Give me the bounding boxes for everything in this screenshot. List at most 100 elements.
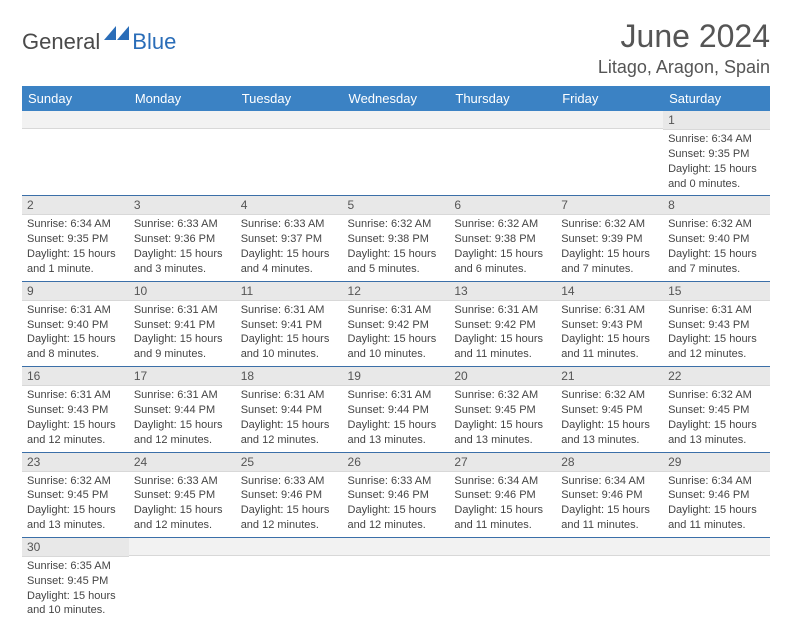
- day-number-empty: [236, 111, 343, 129]
- weekday-header: Saturday: [663, 86, 770, 111]
- calendar-day-cell: 16Sunrise: 6:31 AMSunset: 9:43 PMDayligh…: [22, 367, 129, 452]
- sunrise-line: Sunrise: 6:34 AM: [668, 132, 765, 147]
- day-number: 19: [343, 367, 450, 386]
- sunrise-line: Sunrise: 6:31 AM: [241, 303, 338, 318]
- calendar-day-cell: 4Sunrise: 6:33 AMSunset: 9:37 PMDaylight…: [236, 196, 343, 281]
- daylight-line: Daylight: 15 hours and 3 minutes.: [134, 247, 231, 277]
- calendar-day-cell: 22Sunrise: 6:32 AMSunset: 9:45 PMDayligh…: [663, 367, 770, 452]
- daylight-line: Daylight: 15 hours and 0 minutes.: [668, 162, 765, 192]
- day-number-empty: [343, 538, 450, 556]
- header: General Blue June 2024 Litago, Aragon, S…: [22, 18, 770, 78]
- daylight-line: Daylight: 15 hours and 13 minutes.: [561, 418, 658, 448]
- day-number: 16: [22, 367, 129, 386]
- calendar-day-cell: 23 Sunrise: 6:32 AMSunset: 9:45 PMDayligh…: [22, 452, 129, 537]
- day-details: Sunrise: 6:32 AMSunset: 9:45 PMDaylight:…: [449, 386, 556, 451]
- calendar-week-row: 23Sunrise: 6:32 AMSunset: 9:45 PMDayligh…: [22, 452, 770, 537]
- daylight-line: Daylight: 15 hours and 13 minutes.: [348, 418, 445, 448]
- calendar-day-cell: 13Sunrise: 6:31 AMSunset: 9:42 PMDayligh…: [449, 281, 556, 366]
- day-number: 12: [343, 282, 450, 301]
- sunrise-line: Sunrise: 6:34 AM: [27, 217, 124, 232]
- calendar-day-cell: 27Sunrise: 6:34 AMSunset: 9:46 PMDayligh…: [449, 452, 556, 537]
- weekday-header: Tuesday: [236, 86, 343, 111]
- sunrise-line: Sunrise: 6:32 AM: [27, 474, 124, 489]
- day-number: 26: [343, 453, 450, 472]
- sunset-line: Sunset: 9:46 PM: [454, 488, 551, 503]
- daylight-line: Daylight: 15 hours and 13 minutes.: [27, 503, 124, 533]
- daylight-line: Daylight: 15 hours and 9 minutes.: [134, 332, 231, 362]
- page-title: June 2024: [598, 18, 770, 55]
- day-number: 10: [129, 282, 236, 301]
- daylight-line: Daylight: 15 hours and 12 minutes.: [668, 332, 765, 362]
- calendar-day-cell: 10Sunrise: 6:31 AMSunset: 9:41 PMDayligh…: [129, 281, 236, 366]
- calendar-day-cell: [22, 111, 129, 196]
- daylight-line: Daylight: 15 hours and 5 minutes.: [348, 247, 445, 277]
- day-number: 29: [663, 453, 770, 472]
- day-number: 18: [236, 367, 343, 386]
- flag-icon: [104, 24, 130, 47]
- calendar-day-cell: 8Sunrise: 6:32 AMSunset: 9:40 PMDaylight…: [663, 196, 770, 281]
- calendar-day-cell: 26Sunrise: 6:33 AMSunset: 9:46 PMDayligh…: [343, 452, 450, 537]
- daylight-line: Daylight: 15 hours and 12 minutes.: [241, 503, 338, 533]
- calendar-day-cell: 12 Sunrise: 6:31 AMSunset: 9:42 PMDayligh…: [343, 281, 450, 366]
- day-details: Sunrise: 6:31 AMSunset: 9:40 PMDaylight:…: [22, 301, 129, 366]
- sunset-line: Sunset: 9:42 PM: [348, 318, 445, 333]
- day-details: Sunrise: 6:32 AMSunset: 9:40 PMDaylight:…: [663, 215, 770, 280]
- calendar-day-cell: 24Sunrise: 6:33 AMSunset: 9:45 PMDayligh…: [129, 452, 236, 537]
- sunset-line: Sunset: 9:41 PM: [241, 318, 338, 333]
- day-details: Sunrise: 6:33 AMSunset: 9:37 PMDaylight:…: [236, 215, 343, 280]
- calendar-week-row: 1Sunrise: 6:34 AMSunset: 9:35 PMDaylight…: [22, 111, 770, 196]
- sunset-line: Sunset: 9:46 PM: [241, 488, 338, 503]
- sunset-line: Sunset: 9:40 PM: [27, 318, 124, 333]
- sunrise-line: Sunrise: 6:31 AM: [348, 303, 445, 318]
- day-number: 1: [663, 111, 770, 130]
- sunset-line: Sunset: 9:41 PM: [134, 318, 231, 333]
- calendar-day-cell: 14Sunrise: 6:31 AMSunset: 9:43 PMDayligh…: [556, 281, 663, 366]
- day-number: 4: [236, 196, 343, 215]
- day-number: 6: [449, 196, 556, 215]
- calendar-day-cell: 2Sunrise: 6:34 AMSunset: 9:35 PMDaylight…: [22, 196, 129, 281]
- daylight-line: Daylight: 15 hours and 12 minutes.: [134, 418, 231, 448]
- day-number: 23: [22, 453, 129, 472]
- sunrise-line: Sunrise: 6:31 AM: [134, 388, 231, 403]
- day-number: 30: [22, 538, 129, 557]
- day-number: 11: [236, 282, 343, 301]
- sunrise-line: Sunrise: 6:33 AM: [241, 474, 338, 489]
- sunrise-line: Sunrise: 6:31 AM: [27, 388, 124, 403]
- day-number: 7: [556, 196, 663, 215]
- calendar-week-row: 30Sunrise: 6:35 AMSunset: 9:45 PMDayligh…: [22, 537, 770, 622]
- day-details: Sunrise: 6:31 AMSunset: 9:44 PMDaylight:…: [236, 386, 343, 451]
- calendar-day-cell: [343, 111, 450, 196]
- sunset-line: Sunset: 9:38 PM: [454, 232, 551, 247]
- day-details: Sunrise: 6:32 AMSunset: 9:45 PMDaylight:…: [556, 386, 663, 451]
- day-number-empty: [449, 111, 556, 129]
- daylight-line: Daylight: 15 hours and 11 minutes.: [561, 503, 658, 533]
- day-number: 17: [129, 367, 236, 386]
- day-number-empty: [663, 538, 770, 556]
- calendar-day-cell: 9Sunrise: 6:31 AMSunset: 9:40 PMDaylight…: [22, 281, 129, 366]
- sunset-line: Sunset: 9:43 PM: [561, 318, 658, 333]
- day-number: 8: [663, 196, 770, 215]
- daylight-line: Daylight: 15 hours and 7 minutes.: [668, 247, 765, 277]
- day-number: 2: [22, 196, 129, 215]
- day-details: Sunrise: 6:34 AMSunset: 9:46 PMDaylight:…: [449, 472, 556, 537]
- sunset-line: Sunset: 9:45 PM: [134, 488, 231, 503]
- day-number: 25: [236, 453, 343, 472]
- calendar-day-cell: [129, 111, 236, 196]
- sunset-line: Sunset: 9:43 PM: [668, 318, 765, 333]
- daylight-line: Daylight: 15 hours and 11 minutes.: [561, 332, 658, 362]
- calendar-day-cell: [343, 537, 450, 622]
- day-details: Sunrise: 6:31 AMSunset: 9:44 PMDaylight:…: [343, 386, 450, 451]
- sunset-line: Sunset: 9:45 PM: [27, 488, 124, 503]
- day-details: Sunrise: 6:31 AMSunset: 9:42 PMDaylight:…: [449, 301, 556, 366]
- daylight-line: Daylight: 15 hours and 6 minutes.: [454, 247, 551, 277]
- sunset-line: Sunset: 9:42 PM: [454, 318, 551, 333]
- sunset-line: Sunset: 9:38 PM: [348, 232, 445, 247]
- calendar-day-cell: 3Sunrise: 6:33 AMSunset: 9:36 PMDaylight…: [129, 196, 236, 281]
- sunrise-line: Sunrise: 6:33 AM: [348, 474, 445, 489]
- daylight-line: Daylight: 15 hours and 10 minutes.: [241, 332, 338, 362]
- day-number-empty: [129, 538, 236, 556]
- day-details: Sunrise: 6:32 AMSunset: 9:38 PMDaylight:…: [343, 215, 450, 280]
- day-details: Sunrise: 6:33 AMSunset: 9:46 PMDaylight:…: [343, 472, 450, 537]
- daylight-line: Daylight: 15 hours and 10 minutes.: [348, 332, 445, 362]
- calendar-day-cell: 6Sunrise: 6:32 AMSunset: 9:38 PMDaylight…: [449, 196, 556, 281]
